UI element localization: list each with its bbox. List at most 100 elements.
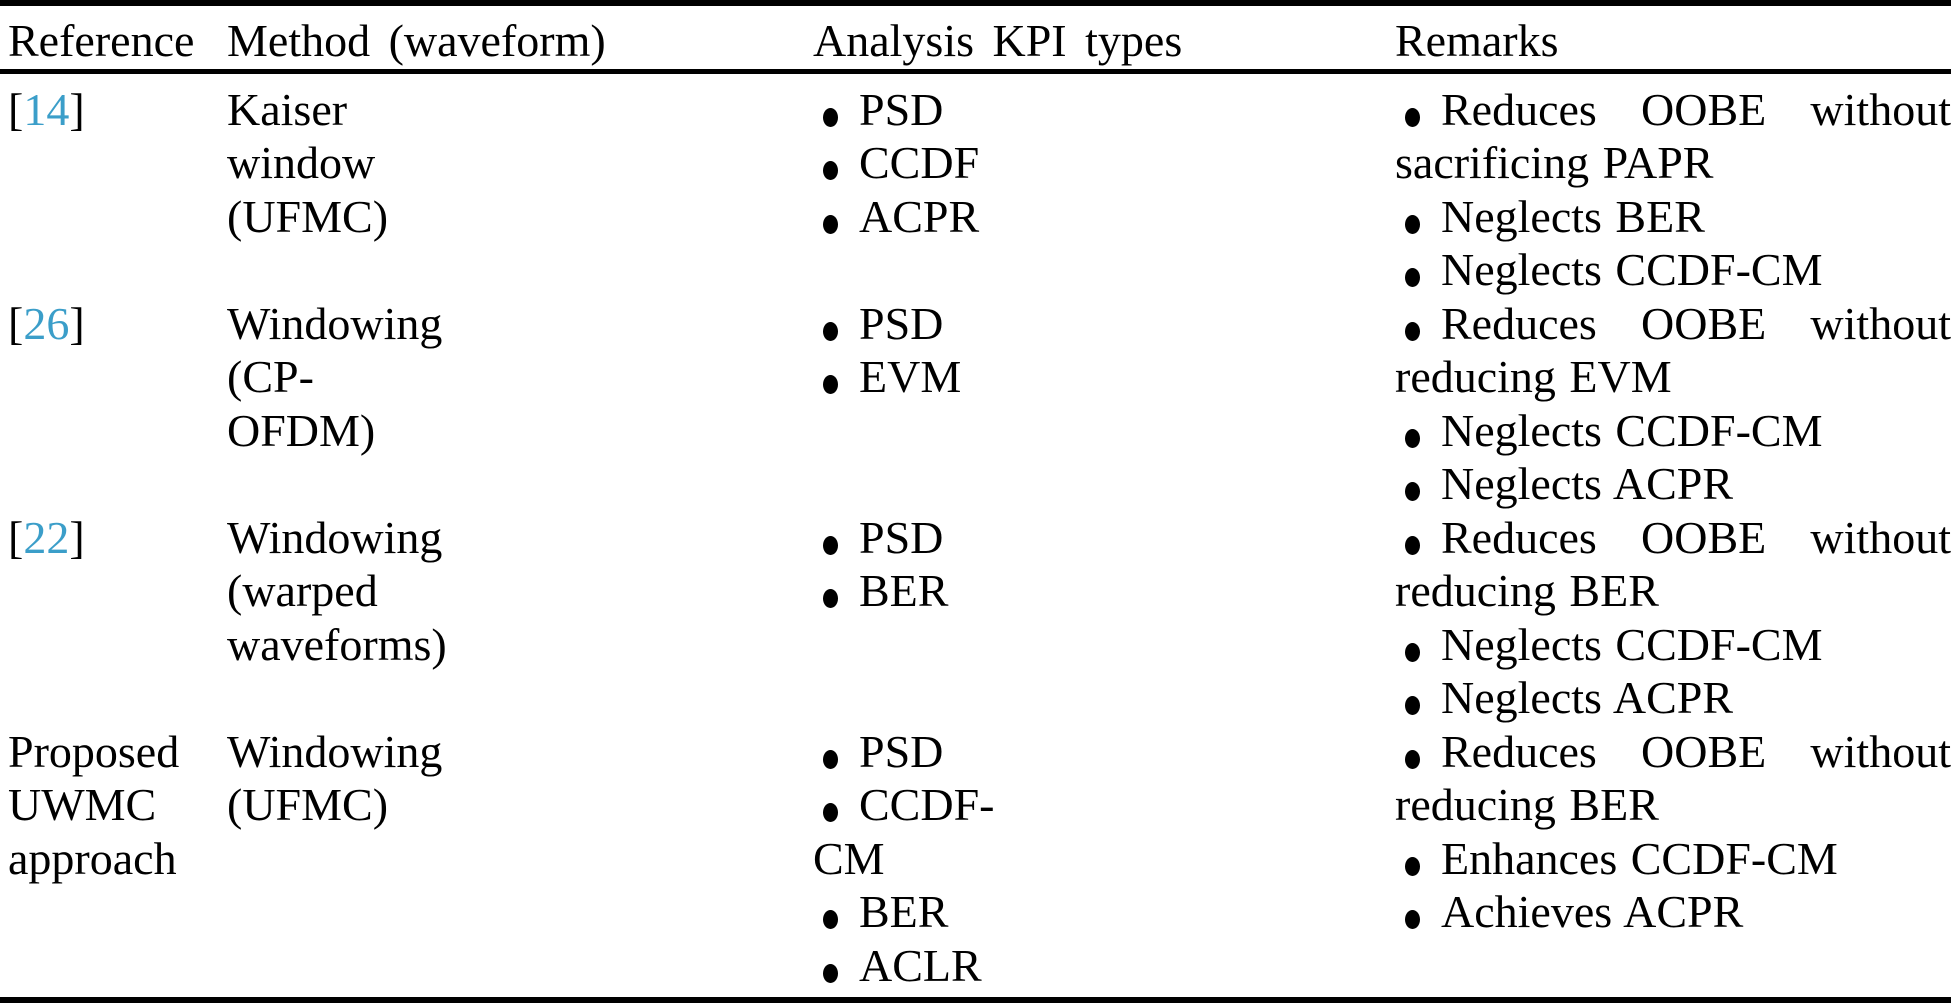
citation-link[interactable]: 26 xyxy=(23,297,70,349)
kpi-item: PSD xyxy=(813,511,1058,565)
remark-item-label: Neglects CCDF-CM xyxy=(1441,404,1823,456)
remark-item-label: Reduces OOBE without sacrificing PAPR xyxy=(1395,83,1951,189)
method-text: Kaiser window (UFMC) xyxy=(227,83,389,242)
remark-item: Neglects CCDF-CM xyxy=(1395,618,1951,672)
remark-item-label: Enhances CCDF-CM xyxy=(1441,832,1838,884)
remarks-list: Reduces OOBE without sacrificing PAPR Ne… xyxy=(1395,83,1951,297)
remark-item-label: Reduces OOBE without reducing BER xyxy=(1395,725,1951,831)
bullet-icon xyxy=(1405,696,1420,715)
kpi-item: BER xyxy=(813,885,1058,939)
kpi-item-label: ACPR xyxy=(859,190,980,242)
method-cell: Kaiser window (UFMC) xyxy=(227,83,813,244)
citation-bracket-open: [ xyxy=(8,511,24,563)
remark-item-label: Reduces OOBE without reducing EVM xyxy=(1395,297,1951,403)
bullet-icon xyxy=(823,535,838,555)
method-text: Windowing (CP-OFDM) xyxy=(227,297,443,456)
citation-bracket-open: [ xyxy=(8,83,24,135)
remarks-list: Reduces OOBE without reducing BER Neglec… xyxy=(1395,511,1951,725)
bullet-icon xyxy=(1405,535,1420,555)
remark-item-label: Neglects ACPR xyxy=(1441,458,1734,509)
table-header-row: Reference Method (waveform) Analysis KPI… xyxy=(0,6,1951,74)
kpi-item-label: PSD xyxy=(859,511,944,563)
remark-item: Reduces OOBE without reducing BER xyxy=(1395,511,1951,618)
bullet-icon xyxy=(823,803,838,822)
kpi-list: PSD EVM xyxy=(813,297,1058,404)
table-row: [22] Windowing (warped waveforms) PSD BE… xyxy=(8,511,1951,725)
bullet-icon xyxy=(1405,910,1420,929)
kpi-cell: PSD CCDF ACPR xyxy=(813,83,1395,244)
kpi-item-label: BER xyxy=(859,886,949,937)
bullet-icon xyxy=(1405,214,1420,234)
bullet-icon xyxy=(823,963,838,983)
kpi-item: BER xyxy=(813,564,1058,618)
table-body: [14] Kaiser window (UFMC) PSD CCDF ACPR … xyxy=(0,74,1951,993)
kpi-item: PSD xyxy=(813,83,1058,137)
remarks-cell: Reduces OOBE without reducing EVM Neglec… xyxy=(1395,297,1951,511)
remark-item: Neglects ACPR xyxy=(1395,457,1951,511)
method-text: Windowing (warped waveforms) xyxy=(227,511,447,670)
reference-label: Proposed UWMC approach xyxy=(8,725,180,884)
remarks-cell: Reduces OOBE without reducing BER Enhanc… xyxy=(1395,725,1951,939)
table-row: [14] Kaiser window (UFMC) PSD CCDF ACPR … xyxy=(8,83,1951,297)
method-cell: Windowing (UFMC) xyxy=(227,725,813,832)
kpi-list: PSD CCDF-CM BER ACLR xyxy=(813,725,1058,993)
citation-link[interactable]: 14 xyxy=(23,83,70,135)
kpi-item-label: BER xyxy=(859,565,949,616)
kpi-item-label: ACLR xyxy=(859,939,982,991)
column-header-kpi-types: Analysis KPI types xyxy=(813,15,1183,66)
kpi-list: PSD CCDF ACPR xyxy=(813,83,1058,244)
kpi-item-label: CCDF-CM xyxy=(813,779,995,884)
remark-item: Reduces OOBE without reducing EVM xyxy=(1395,297,1951,404)
remark-item-label: Neglects BER xyxy=(1441,190,1705,242)
bullet-icon xyxy=(823,375,838,394)
reference-cell: [14] xyxy=(8,83,227,137)
citation-bracket-close: ] xyxy=(69,511,85,563)
bullet-icon xyxy=(823,749,838,769)
remarks-cell: Reduces OOBE without reducing BER Neglec… xyxy=(1395,511,1951,725)
citation-bracket-close: ] xyxy=(69,83,85,135)
column-header-reference: Reference xyxy=(8,15,195,66)
table-row: [26] Windowing (CP-OFDM) PSD EVM Reduces… xyxy=(8,297,1951,511)
kpi-list: PSD BER xyxy=(813,511,1058,618)
remarks-cell: Reduces OOBE without sacrificing PAPR Ne… xyxy=(1395,83,1951,297)
bullet-icon xyxy=(1405,856,1420,876)
bullet-icon xyxy=(1405,482,1420,501)
kpi-item: CCDF xyxy=(813,136,1058,190)
remark-item: Neglects CCDF-CM xyxy=(1395,243,1951,297)
bullet-icon xyxy=(1405,749,1420,769)
kpi-cell: PSD CCDF-CM BER ACLR xyxy=(813,725,1395,993)
remark-item: Achieves ACPR xyxy=(1395,885,1951,939)
citation-link[interactable]: 22 xyxy=(23,511,70,563)
bullet-icon xyxy=(1405,107,1420,127)
kpi-cell: PSD BER xyxy=(813,511,1395,618)
kpi-item-label: CCDF xyxy=(859,137,980,188)
kpi-item: PSD xyxy=(813,297,1058,351)
table-row: Proposed UWMC approach Windowing (UFMC) … xyxy=(8,725,1951,993)
bullet-icon xyxy=(823,161,838,180)
bullet-icon xyxy=(1405,428,1420,448)
kpi-item-label: PSD xyxy=(859,725,944,777)
kpi-item: CCDF-CM xyxy=(813,778,1058,885)
reference-cell: [22] xyxy=(8,511,227,565)
remark-item: Reduces OOBE without sacrificing PAPR xyxy=(1395,83,1951,190)
remark-item-label: Neglects ACPR xyxy=(1441,672,1734,723)
kpi-item-label: PSD xyxy=(859,83,944,135)
kpi-item: EVM xyxy=(813,350,1058,404)
remark-item-label: Neglects CCDF-CM xyxy=(1441,618,1823,670)
column-header-remarks: Remarks xyxy=(1395,15,1559,66)
remark-item: Enhances CCDF-CM xyxy=(1395,832,1951,886)
remark-item: Neglects ACPR xyxy=(1395,671,1951,725)
kpi-cell: PSD EVM xyxy=(813,297,1395,404)
remark-item: Neglects BER xyxy=(1395,190,1951,244)
remarks-list: Reduces OOBE without reducing EVM Neglec… xyxy=(1395,297,1951,511)
kpi-item: ACPR xyxy=(813,190,1058,244)
bullet-icon xyxy=(1405,642,1420,662)
citation-bracket-open: [ xyxy=(8,297,24,349)
remark-item: Reduces OOBE without reducing BER xyxy=(1395,725,1951,832)
bullet-icon xyxy=(1405,268,1420,287)
kpi-item: ACLR xyxy=(813,939,1058,993)
remark-item-label: Reduces OOBE without reducing BER xyxy=(1395,511,1951,617)
bullet-icon xyxy=(823,321,838,341)
bullet-icon xyxy=(823,107,838,127)
